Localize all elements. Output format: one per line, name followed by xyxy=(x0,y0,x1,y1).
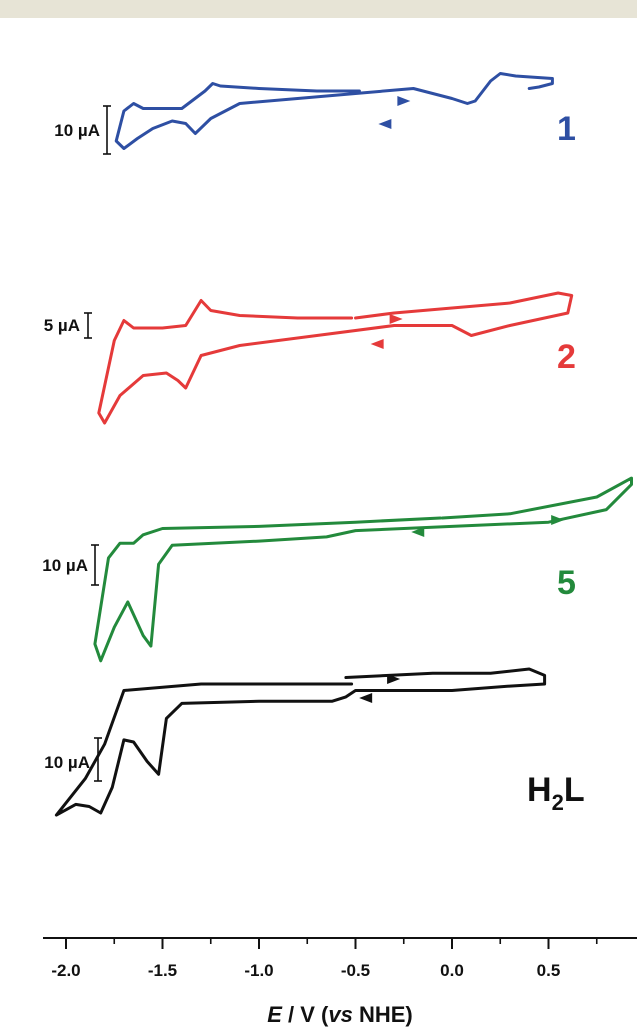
curve-label-2: 2 xyxy=(557,338,576,376)
cv-curve-h2l xyxy=(54,667,547,817)
header-band xyxy=(0,0,637,18)
scale-bar-label-1: 10 µA xyxy=(54,121,100,140)
scale-bars-layer: 10 µA 5 µA 10 µA 10 µA xyxy=(42,105,111,782)
x-tick-label: -1.0 xyxy=(244,961,273,980)
x-tick-label: 0.0 xyxy=(440,961,464,980)
curve-label-h2l: H2L xyxy=(527,771,585,815)
x-tick-label: 0.5 xyxy=(537,961,561,980)
scan-arrow-5-forward xyxy=(551,515,565,525)
curve-label-1: 1 xyxy=(557,110,576,148)
x-tick-label: -1.5 xyxy=(148,961,177,980)
cv-curve-2 xyxy=(97,291,574,425)
scale-bar-2: 5 µA xyxy=(44,312,92,339)
x-axis-title-ref: NHE) xyxy=(353,1002,413,1027)
x-axis-title: E / V (vs NHE) xyxy=(267,1002,413,1027)
scan-arrow-2-reverse xyxy=(370,339,384,349)
x-axis: -2.0 -1.5 -1.0 -0.5 0.0 0.5 xyxy=(43,937,637,980)
x-axis-title-unit: / V ( xyxy=(282,1002,329,1027)
cv-curve-1 xyxy=(114,72,554,150)
scale-bar-label-h2l: 10 µA xyxy=(44,753,90,772)
scan-arrow-h2l-forward xyxy=(387,674,401,684)
scan-arrow-5-reverse xyxy=(411,527,425,537)
scan-arrow-1-reverse xyxy=(378,119,392,129)
curves-layer xyxy=(54,72,633,817)
x-tick-label: -2.0 xyxy=(51,961,80,980)
scale-bar-label-5: 10 µA xyxy=(42,556,88,575)
h2l-label-h: H xyxy=(527,771,552,809)
scale-bar-h2l: 10 µA xyxy=(44,737,102,782)
x-axis-title-vs: vs xyxy=(328,1002,352,1027)
curve-label-5: 5 xyxy=(557,564,576,602)
scale-bar-1: 10 µA xyxy=(54,105,111,155)
scan-arrow-h2l-reverse xyxy=(359,693,373,703)
scale-bar-label-2: 5 µA xyxy=(44,316,80,335)
scan-arrow-1-forward xyxy=(397,96,411,106)
h2l-label-l: L xyxy=(564,771,585,809)
scale-bar-5: 10 µA xyxy=(42,544,99,586)
cv-curve-5 xyxy=(93,476,633,663)
scan-arrow-2-forward xyxy=(389,314,403,324)
h2l-label-subscript: 2 xyxy=(552,790,564,815)
x-tick-label: -0.5 xyxy=(341,961,370,980)
x-axis-title-e: E xyxy=(267,1002,283,1027)
